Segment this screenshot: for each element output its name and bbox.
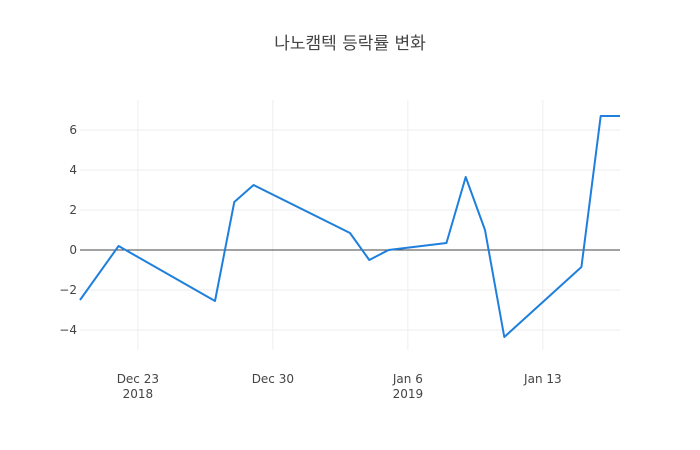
series-line	[79, 115, 620, 338]
data-point[interactable]	[116, 244, 121, 249]
series-layer	[78, 114, 623, 340]
y-tick-label: −4	[59, 323, 77, 337]
data-point[interactable]	[232, 200, 237, 205]
y-tick-label: 6	[69, 123, 77, 137]
y-axis: −4 −2 0 2 4 6	[59, 123, 77, 337]
y-tick-label: 4	[69, 163, 77, 177]
y-tick-label: 0	[69, 243, 77, 257]
y-tick-label: 2	[69, 203, 77, 217]
data-point[interactable]	[444, 241, 449, 246]
data-point[interactable]	[251, 183, 256, 188]
data-point[interactable]	[78, 298, 83, 303]
data-point[interactable]	[463, 175, 468, 180]
data-point[interactable]	[386, 248, 391, 253]
data-point[interactable]	[213, 299, 218, 304]
data-point[interactable]	[618, 114, 623, 119]
data-point[interactable]	[483, 228, 488, 233]
x-tick-year-label: 2019	[393, 387, 424, 401]
data-point[interactable]	[579, 265, 584, 270]
x-tick-label: Jan 13	[523, 372, 562, 386]
data-point[interactable]	[598, 114, 603, 119]
data-point[interactable]	[348, 231, 353, 236]
x-tick-label: Jan 6	[392, 372, 423, 386]
x-tick-year-label: 2018	[123, 387, 154, 401]
x-tick-label: Dec 23	[117, 372, 159, 386]
x-tick-label: Dec 30	[252, 372, 294, 386]
grid-layer	[80, 100, 620, 350]
data-point[interactable]	[367, 258, 372, 263]
data-point[interactable]	[502, 335, 507, 340]
chart-title: 나노캠텍 등락률 변화	[274, 34, 426, 54]
y-tick-label: −2	[59, 283, 77, 297]
